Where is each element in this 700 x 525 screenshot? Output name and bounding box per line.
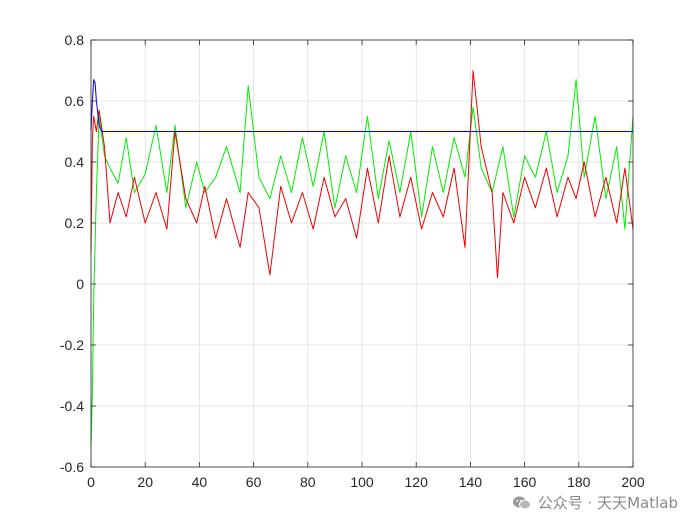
x-tick-label: 120 xyxy=(405,474,429,490)
y-tick-label: 0 xyxy=(76,276,84,292)
x-tick-label: 140 xyxy=(459,474,483,490)
x-tick-label: 20 xyxy=(137,474,153,490)
y-tick-label: -0.4 xyxy=(60,398,84,414)
x-tick-label: 80 xyxy=(300,474,316,490)
axis-ticks xyxy=(90,39,634,468)
x-tick-label: 200 xyxy=(621,474,645,490)
x-tick-label: 100 xyxy=(350,474,374,490)
y-tick-label: -0.2 xyxy=(60,337,84,353)
watermark-text: 公众号 · 天天Matlab xyxy=(537,494,678,512)
y-tick-label: 0.2 xyxy=(65,215,85,231)
x-tick-label: 180 xyxy=(567,474,591,490)
y-tick-label: 0.8 xyxy=(65,32,85,48)
series-line-green xyxy=(90,79,634,446)
tick-labels: 0 20 40 60 80 100 120 140 160 180 200 -0.6 -0.4 -0.2 0… xyxy=(60,32,645,490)
x-tick-label: 40 xyxy=(192,474,208,490)
y-tick-label: 0.6 xyxy=(65,93,85,109)
series-line-red xyxy=(90,70,634,279)
x-tick-label: 0 xyxy=(87,474,95,490)
x-tick-label: 160 xyxy=(513,474,537,490)
x-tick-label: 60 xyxy=(246,474,262,490)
watermark: 公众号 · 天天Matlab xyxy=(512,492,678,513)
series-line-blue xyxy=(90,79,633,132)
series-layer xyxy=(90,70,634,446)
y-tick-label: -0.6 xyxy=(60,459,84,475)
wechat-icon xyxy=(512,496,531,509)
y-tick-label: 0.4 xyxy=(65,154,85,170)
